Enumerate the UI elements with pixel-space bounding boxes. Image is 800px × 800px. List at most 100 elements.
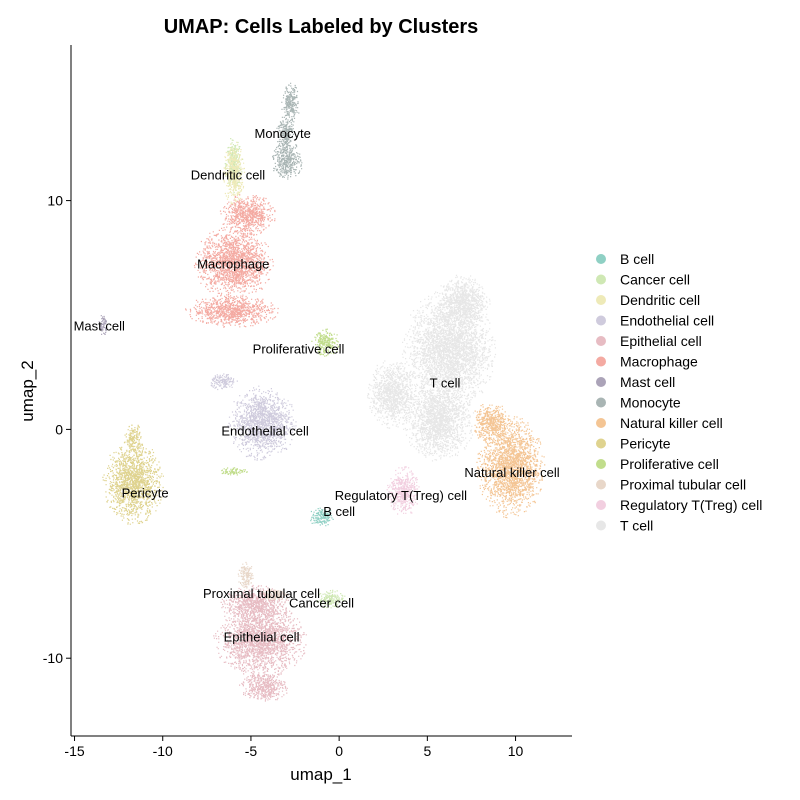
- cluster-label-t-cell: T cell: [430, 376, 461, 391]
- points-blob-macrophage-2: [185, 295, 279, 328]
- points-blob-macrophage-1: [219, 194, 276, 237]
- points-blob-monocyte-1: [272, 138, 303, 180]
- legend-swatch: [596, 315, 606, 326]
- cluster-points-endothelial-cell: [210, 373, 297, 461]
- x-ticks: -15 -10 -5 0 5 10: [64, 736, 524, 759]
- cluster-points-macrophage: [185, 194, 279, 328]
- x-tick-label: 10: [508, 743, 524, 759]
- x-tick-label: -5: [245, 743, 258, 759]
- cluster-label-macrophage: Macrophage: [197, 257, 269, 272]
- points-blob-natural-killer-cell-1: [474, 404, 512, 442]
- cluster-points-regulatory-t-treg-cell: [386, 466, 420, 515]
- legend-swatch: [596, 479, 606, 490]
- legend-label: Proliferative cell: [620, 456, 719, 472]
- x-tick-label: -15: [64, 743, 84, 759]
- cluster-label-mast-cell: Mast cell: [74, 318, 125, 333]
- cluster-label-endothelial-cell: Endothelial cell: [221, 424, 309, 439]
- legend-label: Cancer cell: [620, 272, 690, 288]
- legend-item-t-cell: T cell: [596, 518, 653, 534]
- points-blob-pericyte-1: [124, 424, 143, 454]
- points-blob-cancer-cell-0: [316, 589, 347, 609]
- cluster-points-mast-cell: [98, 315, 107, 335]
- points-blob-proliferative-cell-1: [221, 467, 248, 476]
- points-blob-proliferative-cell-0: [311, 328, 340, 357]
- cluster-points-proliferative-cell: [221, 328, 340, 476]
- legend-swatch: [596, 356, 606, 367]
- legend-label: B cell: [620, 251, 654, 267]
- cluster-label-proximal-tubular-cell: Proximal tubular cell: [203, 586, 320, 601]
- legend-swatch: [596, 459, 606, 469]
- points-blob-natural-killer-cell-0: [476, 415, 546, 519]
- legend-label: Endothelial cell: [620, 313, 714, 329]
- legend-label: Monocyte: [620, 395, 681, 411]
- legend-label: Natural killer cell: [620, 415, 723, 431]
- points-blob-t-cell-3: [437, 274, 491, 330]
- points-blob-pericyte-0: [102, 442, 164, 525]
- legend-item-proximal-tubular-cell: Proximal tubular cell: [596, 477, 746, 493]
- legend-swatch: [596, 418, 606, 428]
- legend-item-epithelial-cell: Epithelial cell: [596, 333, 702, 349]
- legend-swatch: [596, 295, 606, 305]
- points-blob-mast-cell-0: [98, 315, 107, 335]
- cluster-label-dendritic-cell: Dendritic cell: [191, 167, 266, 182]
- legend-item-mast-cell: Mast cell: [596, 374, 675, 390]
- legend-swatch: [596, 254, 606, 264]
- legend-label: Macrophage: [620, 354, 698, 370]
- cluster-label-natural-killer-cell: Natural killer cell: [464, 465, 559, 480]
- legend-label: T cell: [620, 518, 653, 534]
- y-axis-title: umap_2: [18, 360, 37, 421]
- x-tick-label: 5: [423, 743, 431, 759]
- cluster-points-dendritic-cell: [223, 141, 246, 207]
- y-tick-label: 10: [47, 193, 63, 209]
- legend-swatch: [596, 520, 606, 531]
- points-blob-endothelial-cell-1: [210, 373, 238, 391]
- cluster-points-b-cell: [310, 507, 334, 527]
- points-blob-t-cell-1: [402, 378, 475, 462]
- legend-swatch: [596, 336, 606, 346]
- cluster-points-pericyte: [102, 424, 164, 525]
- legend-swatch: [596, 377, 606, 387]
- cluster-label-proliferative-cell: Proliferative cell: [253, 341, 345, 356]
- legend-item-regulatory-t-treg-cell: Regulatory T(Treg) cell: [596, 497, 762, 513]
- legend-item-b-cell: B cell: [596, 251, 654, 267]
- cluster-labels-layer: B cell Cancer cell Dendritic cell Endotheli…: [74, 126, 560, 644]
- legend: B cell Cancer cell Dendritic cell Endotheli…: [596, 251, 762, 534]
- cluster-label-regulatory-t-treg-cell: Regulatory T(Treg) cell: [335, 488, 467, 503]
- legend-label: Dendritic cell: [620, 292, 700, 308]
- legend-item-monocyte: Monocyte: [596, 395, 681, 411]
- x-tick-label: 0: [335, 743, 343, 759]
- legend-item-natural-killer-cell: Natural killer cell: [596, 415, 723, 431]
- cluster-label-cancer-cell: Cancer cell: [289, 595, 354, 610]
- points-blob-t-cell-2: [367, 360, 417, 429]
- legend-item-pericyte: Pericyte: [596, 436, 671, 452]
- x-axis-title: umap_1: [290, 765, 351, 784]
- points-blob-monocyte-2: [274, 116, 295, 147]
- cluster-label-pericyte: Pericyte: [122, 485, 169, 500]
- legend-swatch: [596, 274, 606, 285]
- points-blob-regulatory-t-treg-cell-0: [386, 466, 420, 515]
- cluster-points-proximal-tubular-cell: [237, 561, 290, 601]
- cluster-label-monocyte: Monocyte: [255, 126, 311, 141]
- legend-label: Proximal tubular cell: [620, 477, 746, 493]
- points-layer: [98, 82, 546, 702]
- points-blob-epithelial-cell-1: [239, 669, 288, 702]
- y-tick-label: 0: [55, 421, 63, 437]
- cluster-points-t-cell: [367, 274, 497, 462]
- points-blob-t-cell-0: [401, 289, 497, 411]
- x-tick-label: -10: [153, 743, 173, 759]
- points-blob-dendritic-cell-0: [223, 141, 246, 207]
- points-blob-proximal-tubular-cell-1: [258, 589, 290, 601]
- y-ticks: -10 0 10: [43, 193, 71, 666]
- points-blob-monocyte-0: [281, 82, 300, 128]
- legend-swatch: [596, 397, 606, 408]
- chart-title: UMAP: Cells Labeled by Clusters: [164, 16, 479, 38]
- legend-item-endothelial-cell: Endothelial cell: [596, 313, 714, 329]
- legend-item-dendritic-cell: Dendritic cell: [596, 292, 700, 308]
- points-blob-endothelial-cell-0: [227, 385, 297, 461]
- cluster-label-b-cell: B cell: [323, 504, 355, 519]
- legend-label: Mast cell: [620, 374, 675, 390]
- cluster-points-monocyte: [272, 82, 303, 180]
- points-blob-proximal-tubular-cell-0: [237, 561, 254, 589]
- cluster-points-natural-killer-cell: [474, 404, 546, 519]
